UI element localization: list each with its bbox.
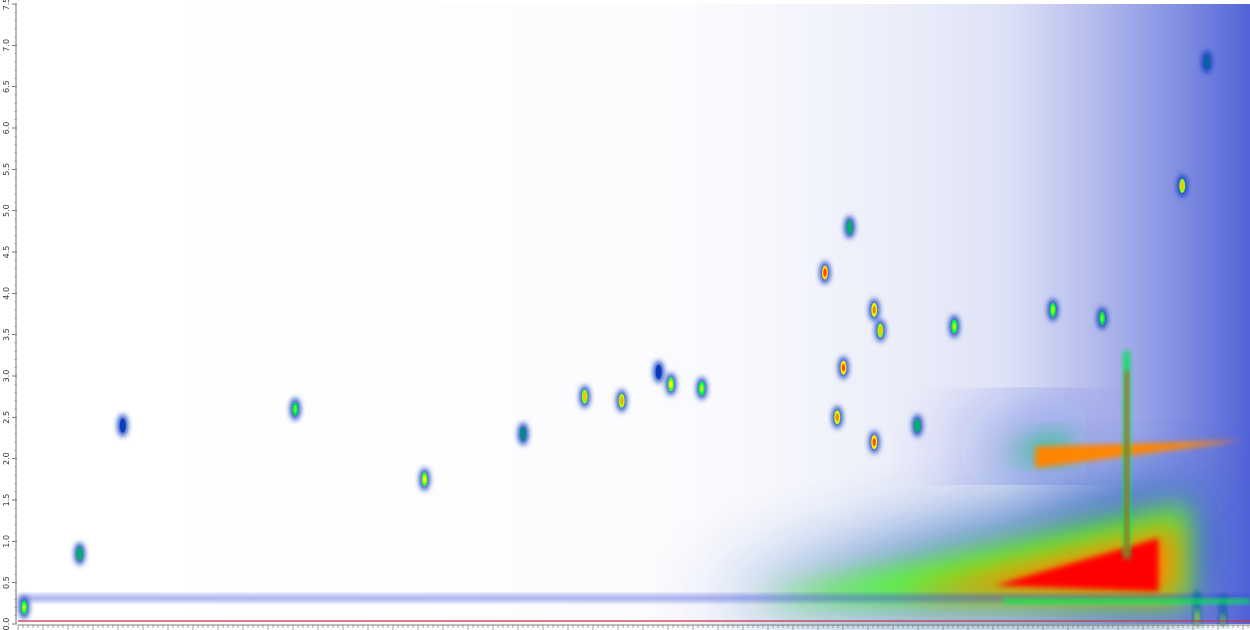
peak-22 bbox=[518, 422, 529, 445]
peak-body bbox=[520, 426, 527, 441]
peak-3 bbox=[117, 414, 128, 437]
peak-5 bbox=[579, 385, 590, 408]
peak-9 bbox=[819, 261, 830, 284]
band-peak-0 bbox=[995, 538, 1159, 592]
y-tick-label-10: 5.0 bbox=[2, 204, 11, 217]
streak-core-3 bbox=[1195, 610, 1199, 624]
peak-core bbox=[835, 413, 839, 422]
peak-10 bbox=[844, 216, 855, 239]
baseline-band bbox=[18, 595, 1250, 602]
peak-2 bbox=[74, 542, 85, 565]
peak-8 bbox=[696, 377, 707, 400]
peak-15 bbox=[875, 319, 886, 342]
peak-core bbox=[878, 326, 883, 335]
peak-20 bbox=[1201, 50, 1212, 73]
peak-1 bbox=[419, 468, 430, 491]
peak-4 bbox=[653, 360, 664, 383]
peak-body bbox=[76, 546, 83, 561]
peak-core bbox=[872, 305, 876, 314]
y-tick-label-12: 6.0 bbox=[2, 122, 11, 135]
baseline-band-right bbox=[1003, 599, 1250, 604]
streak-halo-4 bbox=[1219, 595, 1226, 624]
y-tick-label-3: 1.5 bbox=[2, 494, 11, 507]
peak-11 bbox=[838, 356, 849, 379]
peak-body bbox=[655, 364, 662, 379]
peak-13 bbox=[869, 431, 880, 454]
y-axis: 0.0 0.5 1.0 1.5 2.0 2.5 3.0 3.5 4.0 4.5 5.0 5.5 6.0 6… bbox=[2, 0, 17, 630]
peak-core bbox=[669, 380, 673, 389]
peak-0 bbox=[290, 398, 301, 421]
peak-core bbox=[872, 438, 876, 447]
peak-core bbox=[1051, 305, 1055, 314]
peak-body bbox=[1203, 54, 1210, 69]
peak-core bbox=[700, 384, 704, 393]
peak-body bbox=[846, 220, 853, 235]
heatmap-layer bbox=[18, 351, 1250, 624]
y-tick-label-1: 0.5 bbox=[2, 576, 11, 589]
streak-halo-3 bbox=[1194, 590, 1201, 624]
peak-core bbox=[620, 396, 624, 405]
peak-12 bbox=[832, 406, 843, 429]
peak-7 bbox=[665, 373, 676, 396]
peak-core bbox=[583, 392, 587, 401]
y-tick-label-4: 2.0 bbox=[2, 452, 11, 465]
y-tick-label-13: 6.5 bbox=[2, 80, 11, 93]
peak-18 bbox=[1047, 298, 1058, 321]
peak-core bbox=[1100, 314, 1104, 323]
peak-14 bbox=[869, 298, 880, 321]
y-tick-label-0: 0.0 bbox=[2, 618, 11, 630]
peak-body bbox=[119, 418, 126, 433]
y-tick-label-11: 5.5 bbox=[2, 163, 11, 176]
peak-6 bbox=[616, 389, 627, 412]
streak-core-4 bbox=[1221, 615, 1225, 624]
peak-core bbox=[22, 603, 26, 612]
peak-17 bbox=[1177, 174, 1188, 197]
y-tick-label-15: 7.5 bbox=[2, 0, 11, 10]
y-tick-label-8: 4.0 bbox=[2, 287, 11, 300]
y-tick-label-7: 3.5 bbox=[2, 328, 11, 341]
peak-19 bbox=[1097, 307, 1108, 330]
peak-16 bbox=[949, 315, 960, 338]
x-axis bbox=[17, 624, 1250, 630]
peak-core bbox=[823, 268, 827, 277]
peak-23 bbox=[19, 596, 30, 619]
peaks-layer bbox=[19, 50, 1212, 619]
peak-21 bbox=[912, 414, 923, 437]
y-tick-label-9: 4.5 bbox=[2, 246, 11, 259]
streak-core-2 bbox=[1125, 371, 1129, 558]
y-tick-label-2: 1.0 bbox=[2, 535, 11, 548]
peak-core bbox=[1180, 181, 1184, 190]
band-peak-1 bbox=[1035, 440, 1242, 469]
y-tick-label-14: 7.0 bbox=[2, 39, 11, 52]
peak-core bbox=[841, 363, 846, 372]
peak-core bbox=[952, 322, 956, 331]
peak-core bbox=[293, 405, 297, 414]
peak-core bbox=[422, 475, 427, 484]
peak-body bbox=[914, 418, 921, 433]
y-tick-label-5: 2.5 bbox=[2, 411, 11, 424]
y-tick-label-6: 3.0 bbox=[2, 370, 11, 383]
